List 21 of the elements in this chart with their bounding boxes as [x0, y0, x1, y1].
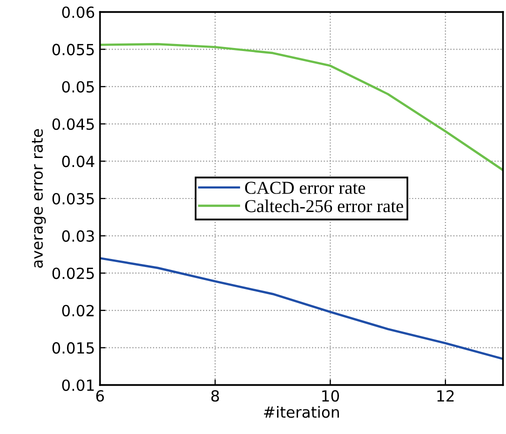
y-tick-label: 0.06 [62, 6, 94, 18]
y-tick-label: 0.02 [62, 304, 94, 316]
line-series [100, 257, 503, 360]
x-tick-label: 6 [96, 390, 104, 402]
y-tick-label: 0.025 [52, 268, 94, 280]
y-tick-label: 0.055 [52, 44, 94, 56]
y-tick-label: 0.035 [52, 192, 94, 205]
y-tick-label: 0.05 [62, 81, 94, 93]
y-tick-label: 0.045 [52, 118, 94, 130]
y-axis-title: average error rate [32, 129, 46, 268]
x-tick-label: 10 [322, 390, 339, 402]
y-tick-label: 0.04 [62, 156, 94, 168]
legend-label: Caltech-256 error rate [245, 200, 404, 212]
y-tick-label: 0.03 [62, 230, 94, 242]
x-tick-label: 12 [437, 390, 454, 402]
y-tick-label: 0.015 [52, 342, 94, 354]
legend-label: CACD error rate [245, 182, 366, 194]
x-tick-label: 8 [211, 390, 219, 402]
y-tick-label: 0.01 [62, 379, 94, 392]
line-series [100, 42, 503, 172]
x-axis-title: #iteration [264, 406, 339, 418]
